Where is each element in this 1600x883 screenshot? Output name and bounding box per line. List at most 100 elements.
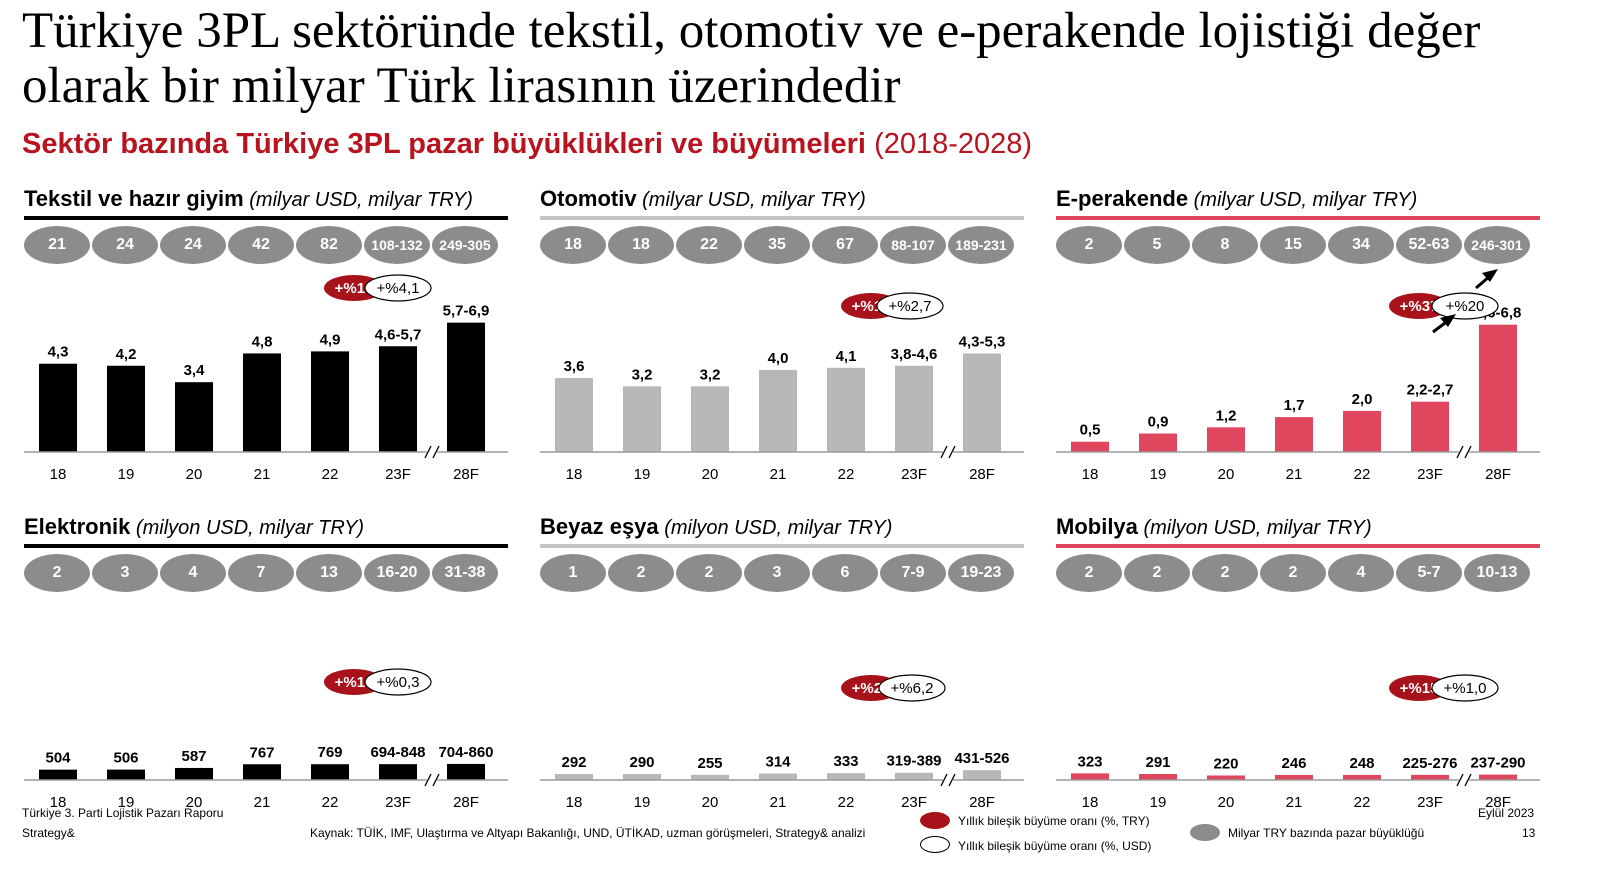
try-size-pill: 249-305 — [432, 226, 498, 264]
bar-18 — [39, 363, 77, 452]
panel-beyaz-esya: Beyaz eşya (milyon USD, milyar TRY) 1 2 2 3 6… — [540, 514, 1024, 824]
data-label: 769 — [317, 744, 342, 761]
panel-rule — [540, 216, 1024, 220]
cagr-try-value: +%18 — [335, 280, 374, 297]
bar-28f — [447, 322, 485, 452]
try-size-pill: 18 — [540, 226, 606, 264]
bar-19 — [623, 774, 661, 780]
try-size-pill: 10-13 — [1464, 554, 1530, 592]
bar-19 — [1139, 433, 1177, 452]
bar-28f — [1479, 774, 1517, 780]
try-size-pill: 2 — [1192, 554, 1258, 592]
try-size-pill: 82 — [296, 226, 362, 264]
data-label: 3,2 — [700, 366, 721, 383]
axis-break-mark — [940, 445, 956, 459]
data-label: 255 — [697, 755, 722, 772]
data-label: 4,0 — [768, 350, 789, 367]
bar-22 — [827, 367, 865, 452]
x-tick-label: 19 — [118, 466, 135, 483]
panel-header: Mobilya (milyon USD, milyar TRY) — [1056, 514, 1540, 548]
x-tick-label: 18 — [50, 794, 67, 811]
x-tick-label: 19 — [634, 466, 651, 483]
growth-arrow-icon — [1475, 269, 1498, 290]
data-label: 3,6 — [564, 358, 585, 375]
x-tick-label: 18 — [50, 466, 67, 483]
panel-otomotiv: Otomotiv (milyar USD, milyar TRY) 18 18 22 3… — [540, 186, 1024, 496]
try-size-pill: 7 — [228, 554, 294, 592]
data-label: 3,4 — [184, 362, 206, 379]
bar-28f — [447, 763, 485, 780]
bar-chart: 504 18 506 19 587 20 767 21 769 22 694-848 23F 704-8… — [24, 668, 508, 811]
data-label: 2,0 — [1352, 391, 1373, 408]
try-size-pill: 108-132 — [364, 226, 430, 264]
try-size-pill: 88-107 — [880, 226, 946, 264]
x-tick-label: 18 — [566, 794, 583, 811]
try-size-pill: 8 — [1192, 226, 1258, 264]
x-tick-label: 23F — [385, 466, 411, 483]
data-label: 291 — [1145, 754, 1170, 771]
cagr-usd-badge: +%0,3 — [364, 668, 432, 696]
cagr-try-badge: +%15 — [1389, 675, 1449, 701]
legend-size-label: Milyar TRY bazında pazar büyüklüğü — [1228, 826, 1425, 840]
cagr-usd-value: +%2,7 — [889, 298, 932, 315]
data-label: 5,7-6,9 — [443, 303, 490, 320]
legend-usd-label: Yıllık bileşik büyüme oranı (%, USD) — [958, 839, 1152, 853]
bar-20 — [691, 774, 729, 780]
x-tick-label: 22 — [322, 466, 339, 483]
data-label: 0,5 — [1080, 422, 1101, 439]
try-size-pill: 2 — [24, 554, 90, 592]
subtitle-years: (2018-2028) — [874, 128, 1033, 160]
panel-unit: (milyon USD, milyar TRY) — [130, 517, 365, 539]
cagr-usd-value: +%0,3 — [377, 674, 420, 691]
cagr-usd-value: +%1,0 — [1444, 680, 1487, 697]
footer-brand: Strategy& — [22, 826, 75, 840]
x-tick-label: 22 — [838, 466, 855, 483]
data-label: 237-290 — [1470, 755, 1525, 772]
x-tick-label: 18 — [1082, 794, 1099, 811]
bar-18 — [39, 769, 77, 780]
x-tick-label: 28F — [1485, 466, 1511, 483]
bar-19 — [107, 365, 145, 452]
x-tick-label: 18 — [566, 466, 583, 483]
bar-19 — [107, 769, 145, 780]
bar-23f — [379, 346, 417, 452]
page-title: Türkiye 3PL sektöründe tekstil, otomotiv… — [22, 3, 1481, 114]
try-size-pill: 1 — [540, 554, 606, 592]
footer-report: Türkiye 3. Parti Lojistik Pazarı Raporu — [22, 806, 224, 820]
try-size-pill: 3 — [92, 554, 158, 592]
x-tick-label: 23F — [901, 466, 927, 483]
x-tick-label: 28F — [969, 794, 995, 811]
try-size-pill: 31-38 — [432, 554, 498, 592]
try-size-pill: 21 — [24, 226, 90, 264]
try-size-pill: 2 — [1124, 554, 1190, 592]
axis-break-mark — [1456, 773, 1472, 787]
try-size-pill: 24 — [92, 226, 158, 264]
panel-rule — [24, 544, 508, 548]
try-size-pill: 16-20 — [364, 554, 430, 592]
try-size-pill: 246-301 — [1464, 226, 1530, 264]
bar-22 — [311, 764, 349, 780]
x-tick-label: 20 — [186, 466, 203, 483]
try-size-row: 21 24 24 42 82 108-132 249-305 — [24, 226, 508, 264]
data-label: 506 — [113, 750, 138, 767]
axis-break-mark — [940, 773, 956, 787]
bar-20 — [1207, 775, 1245, 780]
subtitle-text: Sektör bazında Türkiye 3PL pazar büyüklü… — [22, 128, 866, 160]
data-label: 4,8 — [252, 333, 273, 350]
cagr-usd-badge: +%20 — [1431, 292, 1499, 320]
bar-chart: 0,5180,9191,2201,7212,0222,2-2,723F5,6-6… — [1056, 269, 1540, 483]
try-size-row: 2 3 4 7 13 16-20 31-38 — [24, 554, 508, 592]
bar-18 — [555, 774, 593, 780]
try-size-row: 1 2 2 3 6 7-9 19-23 — [540, 554, 1024, 592]
data-label: 314 — [765, 754, 791, 771]
try-size-pill: 22 — [676, 226, 742, 264]
x-tick-label: 19 — [634, 794, 651, 811]
try-size-pill: 13 — [296, 554, 362, 592]
try-size-pill: 2 — [1056, 554, 1122, 592]
panel-rule — [540, 544, 1024, 548]
data-label: 4,1 — [836, 348, 857, 365]
panel-rule — [1056, 544, 1540, 548]
bar-19 — [623, 386, 661, 452]
data-label: 292 — [561, 754, 586, 771]
x-tick-label: 20 — [1218, 466, 1235, 483]
